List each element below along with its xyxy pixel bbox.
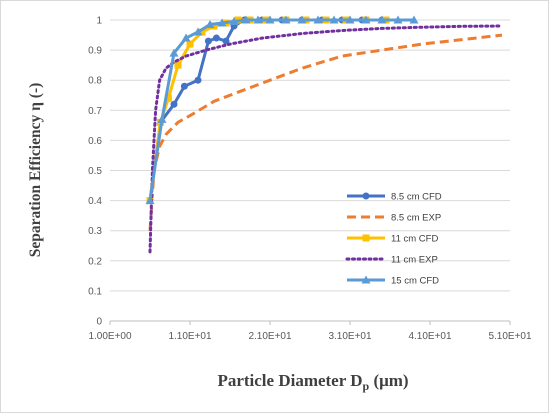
legend: 8.5 cm CFD 8.5 cm EXP 11 cm CFD 11 cm EXP 15…	[345, 192, 442, 287]
series-2-point-3	[174, 61, 182, 69]
y-tick-label-10: 1	[96, 16, 102, 27]
series-4-point-17	[377, 15, 387, 24]
series-0-point-3	[180, 82, 188, 90]
x-tick-label-3: 3.10E+01	[328, 331, 372, 342]
series-4-point-18	[393, 15, 403, 24]
axes	[109, 320, 511, 325]
legend-label-0: 8.5 cm CFD	[391, 192, 442, 203]
x-axis-label-subscript: p	[363, 379, 370, 393]
legend-marker-0	[362, 192, 370, 200]
legend-label-3: 11 cm EXP	[391, 255, 438, 266]
series-4-point-19	[409, 15, 419, 24]
series-2-point-5	[198, 28, 206, 36]
legend-label-4: 15 cm CFD	[391, 276, 439, 287]
y-tick-label-1: 0.1	[88, 286, 102, 297]
x-axis-label-unit: (μm)	[369, 371, 408, 390]
series-4-point-15	[345, 15, 355, 24]
y-tick-label-6: 0.6	[88, 136, 102, 147]
series-0-point-6	[212, 34, 220, 42]
x-tick-label-1: 1.10E+01	[168, 331, 212, 342]
legend-entry-4: 15 cm CFD	[347, 275, 439, 287]
legend-marker-4	[361, 275, 371, 284]
y-tick-label-0: 0	[96, 317, 102, 328]
y-tick-label-5: 0.5	[88, 166, 102, 177]
series-2-point-6	[210, 22, 218, 30]
series-1	[148, 33, 503, 231]
legend-label-2: 11 cm CFD	[391, 234, 438, 245]
gridlines	[110, 19, 510, 292]
series-4-point-1	[157, 114, 167, 123]
series-4-point-2	[169, 48, 179, 57]
series-4-point-9	[253, 15, 263, 24]
series-4-point-10	[265, 15, 275, 24]
series-4-point-8	[241, 15, 251, 24]
series-3	[148, 24, 504, 254]
series-line-4	[148, 18, 414, 201]
x-tick-label-5: 5.10E+01	[488, 331, 532, 342]
series-line-1	[148, 33, 503, 231]
series-line-3	[148, 24, 504, 254]
series-0-point-2	[170, 100, 178, 108]
x-tick-labels: 1.00E+00 1.10E+01 2.10E+01 3.10E+01 4.10E+01…	[88, 331, 532, 342]
y-tick-label-4: 0.4	[88, 196, 102, 207]
series-4-point-7	[229, 17, 239, 26]
series-0-point-4	[194, 76, 202, 84]
y-tick-label-3: 0.3	[88, 226, 102, 237]
legend-entry-0: 8.5 cm CFD	[347, 192, 442, 203]
series-2-point-4	[186, 40, 194, 48]
legend-entry-1: 8.5 cm EXP	[347, 213, 441, 224]
legend-marker-2	[362, 234, 370, 242]
plot-area	[145, 15, 504, 254]
series-0-point-7	[222, 37, 230, 45]
series-4-point-0	[145, 196, 155, 205]
series-4-point-11	[281, 15, 291, 24]
y-tick-label-8: 0.8	[88, 76, 102, 87]
series-4-point-14	[329, 15, 339, 24]
x-tick-label-0: 1.00E+00	[88, 331, 132, 342]
y-axis-label: Separation Efficiency η (-)	[27, 83, 44, 258]
series-2-point-2	[164, 94, 172, 102]
series-4-point-13	[313, 15, 323, 24]
series-4-point-4	[193, 27, 203, 36]
series-4-point-5	[205, 20, 215, 29]
x-tick-label-2: 2.10E+01	[248, 331, 292, 342]
series-4	[145, 15, 419, 205]
y-tick-label-2: 0.2	[88, 256, 102, 267]
y-tick-label-9: 0.9	[88, 46, 102, 57]
series-4-point-16	[361, 15, 371, 24]
series-4-point-12	[297, 15, 307, 24]
legend-label-1: 8.5 cm EXP	[391, 213, 441, 224]
y-tick-label-7: 0.7	[88, 106, 102, 117]
x-axis-label: Particle Diameter Dp (μm)	[217, 371, 408, 393]
series-4-point-6	[217, 18, 227, 27]
legend-entry-3: 11 cm EXP	[345, 255, 438, 266]
x-tick-label-4: 4.10E+01	[408, 331, 452, 342]
legend-entry-2: 11 cm CFD	[347, 234, 438, 245]
series-0-point-5	[204, 37, 212, 45]
series-4-point-3	[181, 33, 191, 42]
y-tick-labels: 0 0.1 0.2 0.3 0.4 0.5 0.6 0.7 0.8 0.9 1	[88, 16, 102, 328]
x-axis-label-main: Particle Diameter D	[217, 371, 362, 390]
